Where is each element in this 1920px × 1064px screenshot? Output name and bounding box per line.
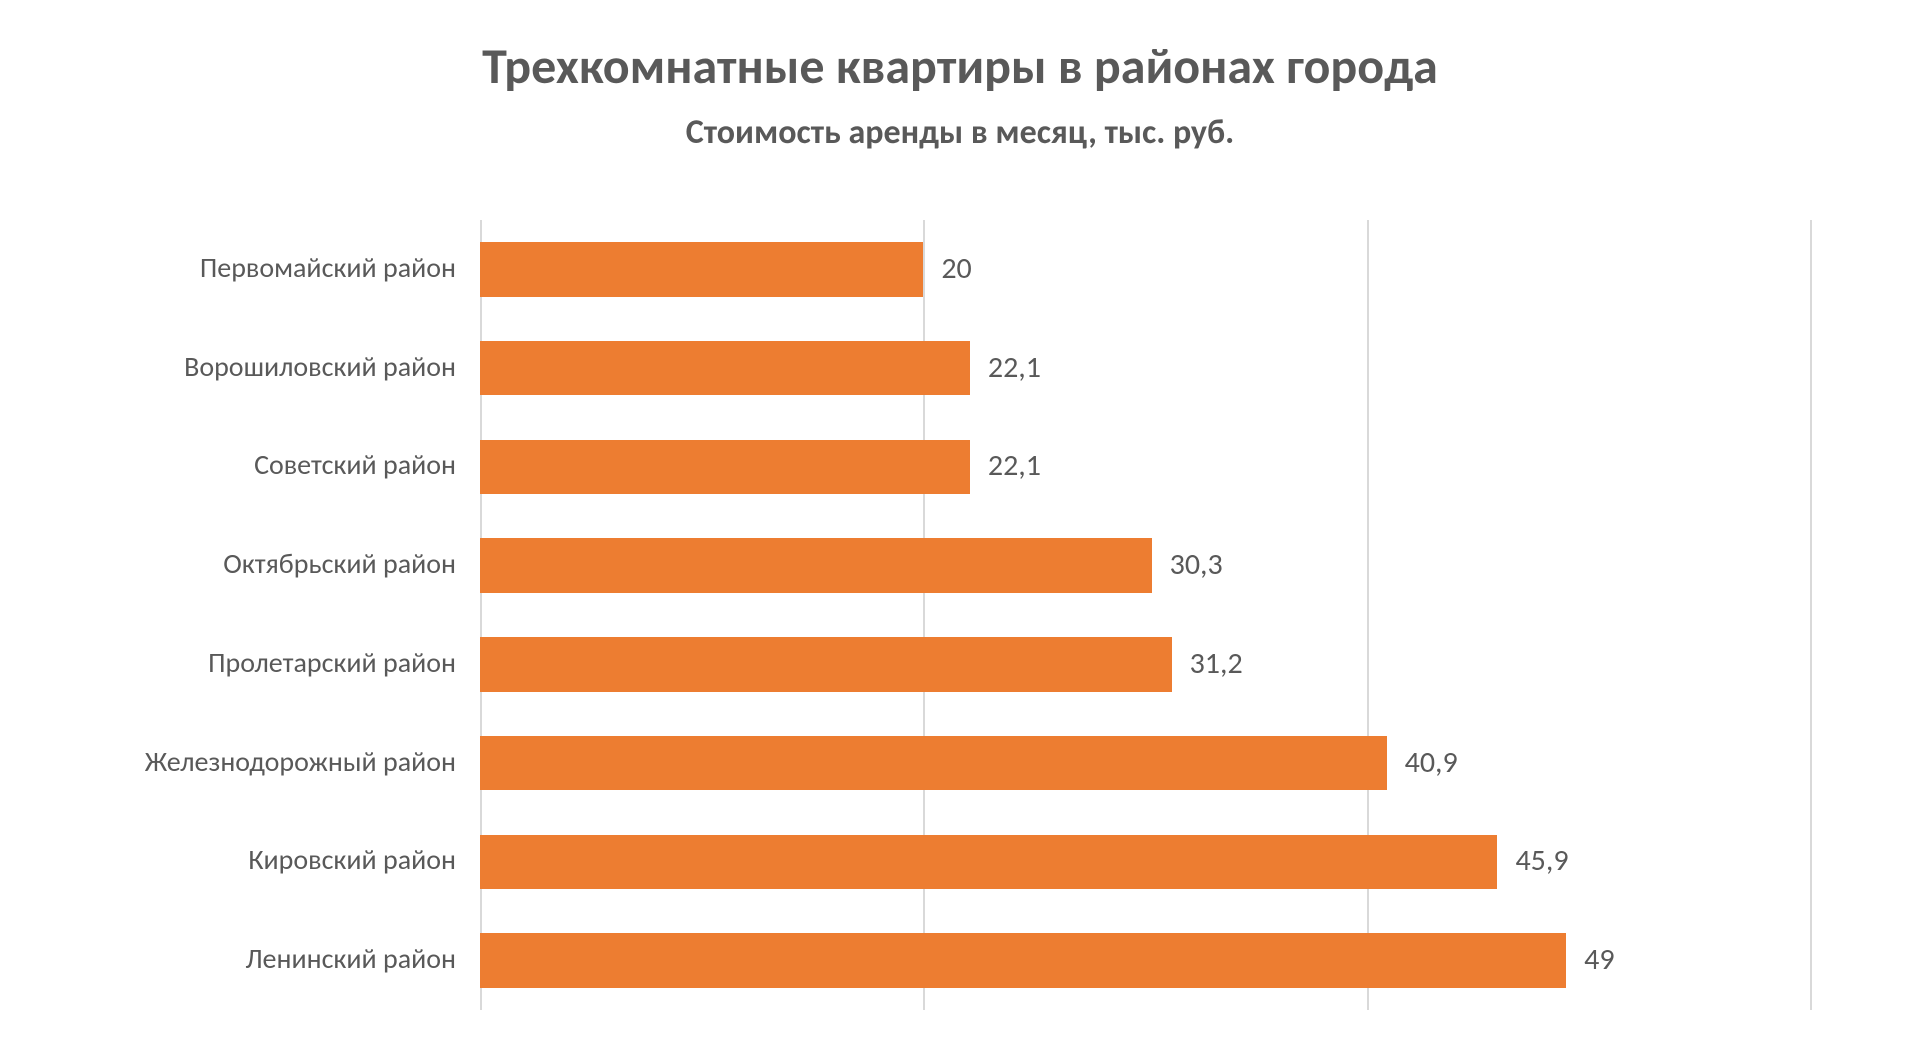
value-label: 45,9 <box>1515 842 1568 879</box>
value-label: 22,1 <box>988 349 1041 386</box>
value-label: 31,2 <box>1190 645 1243 682</box>
category-label: Пролетарский район <box>10 645 456 680</box>
chart-container: Трехкомнатные квартиры в районах города … <box>0 0 1920 1064</box>
value-label: 20 <box>941 250 971 287</box>
bar <box>480 933 1566 987</box>
category-label: Кировский район <box>10 842 456 877</box>
category-label: Советский район <box>10 447 456 482</box>
value-label: 22,1 <box>988 447 1041 484</box>
category-label: Октябрьский район <box>10 546 456 581</box>
bar <box>480 637 1172 691</box>
value-label: 40,9 <box>1405 744 1458 781</box>
gridline <box>480 220 482 1010</box>
chart-subtitle: Стоимость аренды в месяц, тыс. руб. <box>0 112 1920 153</box>
chart-title: Трехкомнатные квартиры в районах города <box>0 36 1920 97</box>
bar <box>480 341 970 395</box>
bar <box>480 242 923 296</box>
bar <box>480 440 970 494</box>
gridline <box>923 220 925 1010</box>
category-label: Ворошиловский район <box>10 349 456 384</box>
bar <box>480 736 1387 790</box>
plot-area: Первомайский район20Ворошиловский район2… <box>480 220 1810 1010</box>
category-label: Ленинский район <box>10 941 456 976</box>
value-label: 30,3 <box>1170 546 1223 583</box>
gridline <box>1810 220 1812 1010</box>
category-label: Первомайский район <box>10 250 456 285</box>
category-label: Железнодорожный район <box>10 744 456 779</box>
gridline <box>1367 220 1369 1010</box>
value-label: 49 <box>1584 941 1614 978</box>
bar <box>480 835 1497 889</box>
bar <box>480 538 1152 592</box>
